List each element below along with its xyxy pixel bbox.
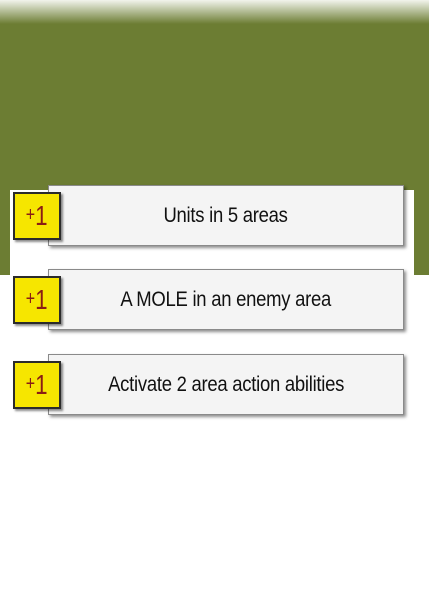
points-number: 1: [35, 200, 48, 231]
objective-card-1: Units in 5 areas: [48, 185, 404, 246]
points-badge-2: +1: [13, 276, 61, 324]
points-value: +1: [26, 286, 48, 314]
objective-card-2: A MOLE in an enemy area: [48, 269, 404, 330]
objective-card-3: Activate 2 area action abilities: [48, 354, 404, 415]
header-fade: [0, 0, 429, 24]
points-badge-3: +1: [13, 361, 61, 409]
plus-sign: +: [26, 204, 36, 226]
points-value: +1: [26, 371, 48, 399]
points-number: 1: [35, 369, 48, 400]
points-value: +1: [26, 202, 48, 230]
points-number: 1: [35, 284, 48, 315]
plus-sign: +: [26, 288, 36, 310]
objective-text: Activate 2 area action abilities: [107, 372, 345, 396]
plus-sign: +: [26, 373, 36, 395]
points-badge-1: +1: [13, 192, 61, 240]
objective-text: A MOLE in an enemy area: [120, 287, 332, 311]
objective-text: Units in 5 areas: [163, 203, 289, 227]
